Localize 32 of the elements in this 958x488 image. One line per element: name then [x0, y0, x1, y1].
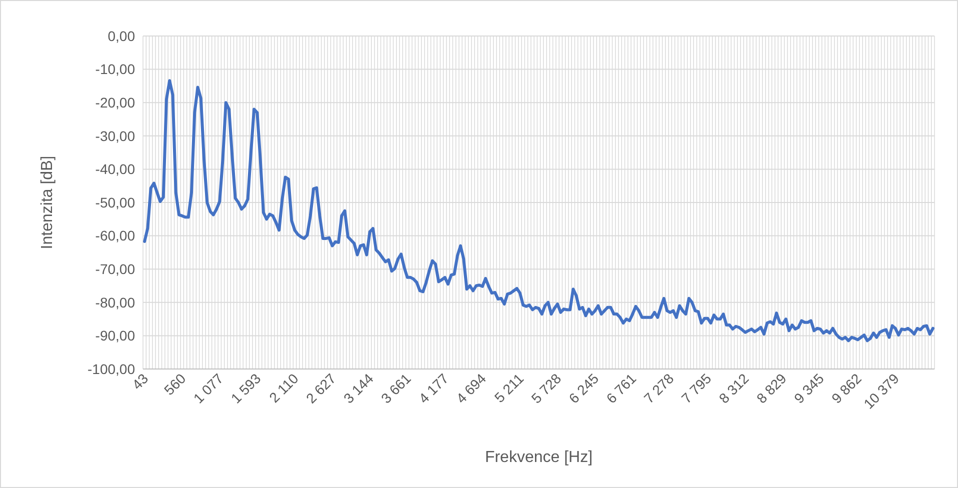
- y-tick-label: -100,00: [88, 360, 136, 377]
- y-tick-label: -40,00: [95, 161, 136, 178]
- y-tick-label: 0,00: [108, 28, 136, 44]
- x-tick-label: 7 795: [678, 370, 714, 406]
- x-tick-label: 1 593: [228, 370, 264, 406]
- x-tick-label: 7 278: [640, 370, 677, 406]
- y-tick-label: -90,00: [95, 328, 136, 344]
- x-tick-label: 8 312: [716, 370, 752, 406]
- x-tick-label: 1 077: [190, 370, 226, 406]
- y-tick-label: -30,00: [95, 128, 136, 144]
- x-axis-title: Frekvence [Hz]: [484, 449, 593, 466]
- x-tick-label: 5 211: [491, 370, 527, 406]
- x-tick-label: 5 728: [528, 370, 564, 406]
- line-series: [143, 79, 934, 342]
- y-tick-label: -20,00: [95, 94, 136, 110]
- x-tick-label: 2 627: [302, 370, 339, 406]
- x-tick-label: 2 110: [266, 370, 302, 406]
- x-tick-label: 6 245: [566, 370, 602, 406]
- x-tick-label: 8 829: [753, 370, 790, 406]
- x-tick-label: 3 144: [340, 370, 377, 406]
- x-tick-label: 3 661: [378, 370, 414, 406]
- x-tick-label: 9 345: [790, 370, 828, 406]
- x-tick-label: 4 694: [452, 370, 490, 406]
- y-tick-label: -60,00: [95, 228, 136, 244]
- x-tick-label: 6 761: [603, 370, 640, 406]
- y-tick-label: -80,00: [95, 294, 136, 310]
- y-tick-label: -50,00: [95, 194, 136, 210]
- y-tick-label: -10,00: [95, 61, 136, 78]
- y-axis-title: Intenzita [dB]: [39, 156, 56, 250]
- x-tick-label: 560: [160, 370, 189, 398]
- x-tick-label: 4 177: [415, 370, 452, 406]
- y-tick-label: -70,00: [95, 261, 136, 277]
